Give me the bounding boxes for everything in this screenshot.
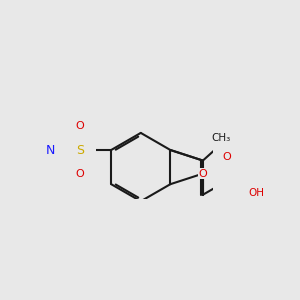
Text: CH₃: CH₃ [212,133,231,143]
Text: O: O [75,169,84,179]
Text: O: O [199,169,207,178]
Text: OH: OH [248,188,264,198]
Text: N: N [46,143,56,157]
Text: O: O [223,152,232,162]
Text: O: O [75,121,84,131]
Text: S: S [76,143,84,157]
